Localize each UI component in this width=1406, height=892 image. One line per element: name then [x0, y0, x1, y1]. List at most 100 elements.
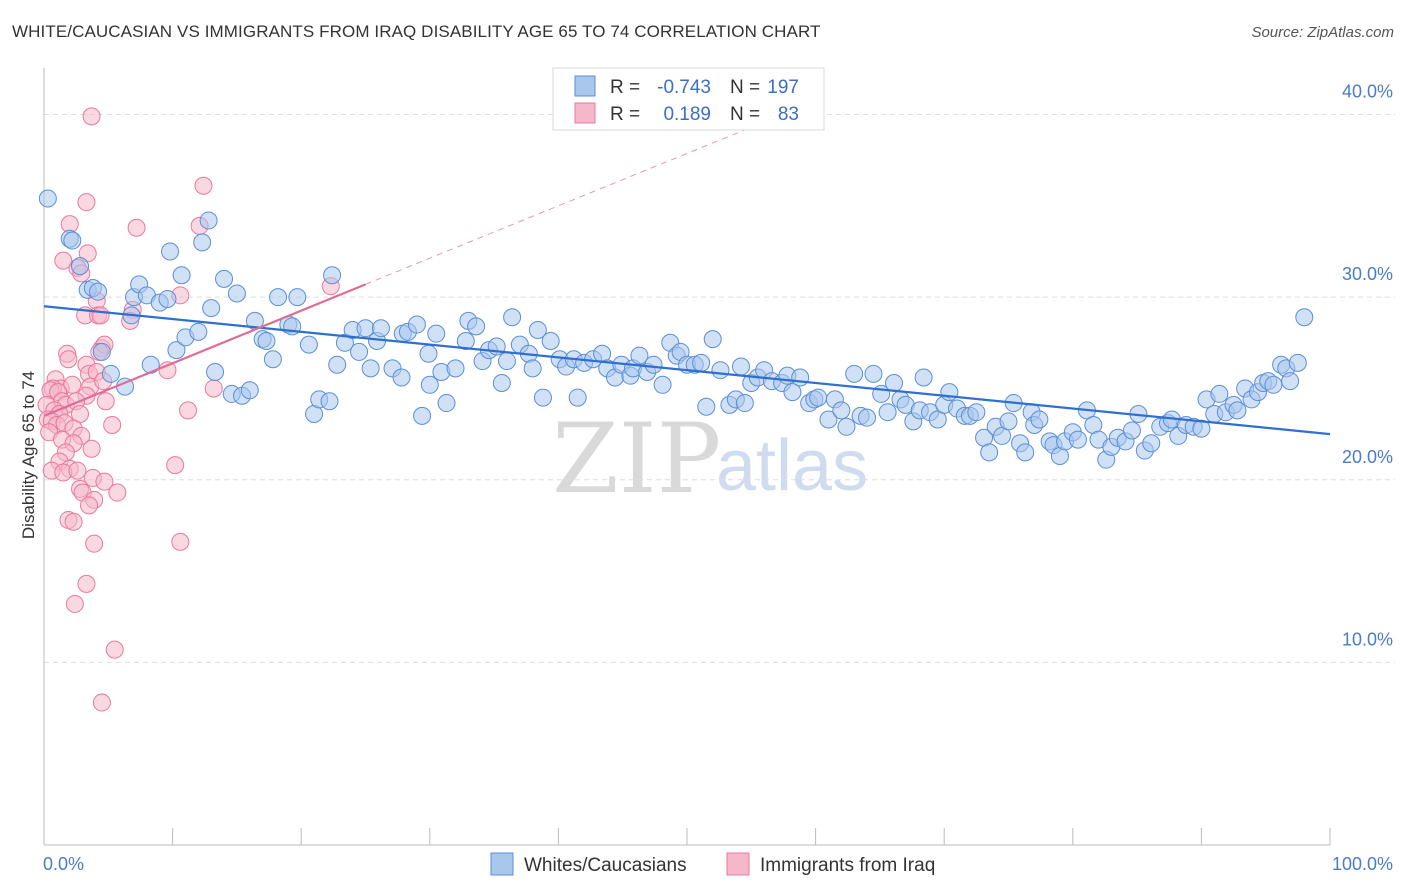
y-tick-label: 30.0% [1342, 264, 1393, 284]
data-point-whites [437, 394, 456, 413]
legend-n-label: N = [730, 77, 760, 98]
data-point-whites [503, 308, 522, 327]
data-point-whites [492, 373, 511, 392]
legend-swatch-iraq [726, 852, 750, 876]
legend-r-label: R = [610, 77, 640, 98]
watermark: ZIP atlas [552, 403, 868, 515]
legend-swatch-pink [574, 102, 596, 124]
source-label: Source: ZipAtlas.com [1251, 24, 1394, 41]
data-point-whites [653, 375, 672, 394]
data-point-iraq [95, 472, 114, 491]
data-point-whites [413, 406, 432, 425]
data-point-whites [858, 408, 877, 427]
data-point-whites [407, 315, 426, 334]
data-point-whites [215, 269, 234, 288]
data-point-whites [323, 266, 342, 285]
series-immigrants-from-iraq [37, 107, 340, 712]
data-point-whites [172, 266, 191, 285]
data-point-whites [161, 242, 180, 261]
data-point-whites [1192, 419, 1211, 438]
data-point-whites [1016, 443, 1035, 462]
data-point-whites [419, 344, 438, 363]
data-point-whites [227, 284, 246, 303]
data-point-whites [206, 363, 225, 382]
data-point-iraq [82, 439, 101, 458]
data-point-whites [885, 373, 904, 392]
series-legend: Whites/Caucasians Immigrants from Iraq [490, 852, 935, 876]
data-point-whites [299, 335, 318, 354]
data-point-whites [158, 289, 177, 308]
data-point-whites [1030, 410, 1049, 429]
data-point-whites [732, 357, 751, 376]
legend-box [552, 67, 825, 131]
data-point-whites [288, 288, 307, 307]
data-point-whites [202, 299, 221, 318]
data-point-whites [1264, 375, 1283, 394]
legend-swatch-blue [574, 75, 596, 97]
data-point-whites [819, 410, 838, 429]
data-point-whites [189, 322, 208, 341]
data-point-whites [89, 282, 108, 301]
watermark-zip: ZIP [552, 403, 721, 515]
series-whites-caucasians [38, 189, 1314, 469]
legend-label-whites: Whites/Caucasians [524, 855, 687, 876]
data-point-whites [783, 383, 802, 402]
x-tick-labels: 0.0% 100.0% [43, 854, 1393, 874]
data-point-whites [568, 388, 587, 407]
data-point-whites [1228, 401, 1247, 420]
x-tick-label: 0.0% [43, 854, 84, 874]
data-point-whites [878, 403, 897, 422]
trend-line-iraq-extension [365, 126, 752, 285]
legend-label-iraq: Immigrants from Iraq [760, 855, 935, 876]
data-point-whites [1122, 421, 1141, 440]
y-axis-title: Disability Age 65 to 74 [19, 371, 38, 539]
data-point-iraq [65, 594, 84, 613]
data-point-iraq [77, 193, 96, 212]
data-point-whites [791, 368, 810, 387]
data-point-iraq [91, 306, 110, 325]
data-point-whites [644, 355, 663, 374]
data-point-whites [427, 324, 446, 343]
data-point-whites [199, 211, 218, 230]
data-point-whites [371, 319, 390, 338]
data-point-iraq [77, 574, 96, 593]
data-point-whites [1210, 384, 1229, 403]
data-point-whites [101, 364, 120, 383]
data-point-whites [980, 443, 999, 462]
data-point-whites [497, 352, 516, 371]
data-point-iraq [85, 534, 104, 553]
data-point-iraq [68, 461, 87, 480]
data-point-iraq [171, 532, 190, 551]
data-point-whites [269, 288, 288, 307]
trend-lines [43, 126, 1331, 436]
data-point-whites [523, 359, 542, 378]
data-point-whites [328, 355, 347, 374]
data-point-whites [193, 233, 212, 252]
data-point-whites [71, 257, 90, 276]
data-point-whites [832, 401, 851, 420]
data-point-whites [92, 342, 111, 361]
legend-r-value: -0.743 [657, 77, 711, 98]
correlation-legend: R = -0.743 N = 197 R = 0.189 N = 83 [552, 67, 825, 131]
data-point-iraq [105, 640, 124, 659]
data-point-iraq [80, 496, 99, 515]
data-point-whites [167, 341, 186, 360]
data-point-whites [257, 331, 276, 350]
data-point-whites [1288, 353, 1307, 372]
trend-line-iraq [43, 283, 366, 417]
data-point-whites [533, 388, 552, 407]
data-point-whites [1295, 308, 1314, 327]
data-point-whites [63, 231, 82, 250]
y-tick-labels: 10.0% 20.0% 30.0% 40.0% [1342, 82, 1393, 650]
data-point-iraq [103, 415, 122, 434]
data-point-whites [456, 331, 475, 350]
data-point-whites [446, 359, 465, 378]
data-point-whites [837, 417, 856, 436]
data-point-whites [350, 342, 369, 361]
data-point-whites [703, 330, 722, 349]
data-point-whites [467, 317, 486, 336]
data-point-iraq [92, 693, 111, 712]
data-point-iraq [179, 401, 198, 420]
data-point-whites [38, 189, 57, 208]
